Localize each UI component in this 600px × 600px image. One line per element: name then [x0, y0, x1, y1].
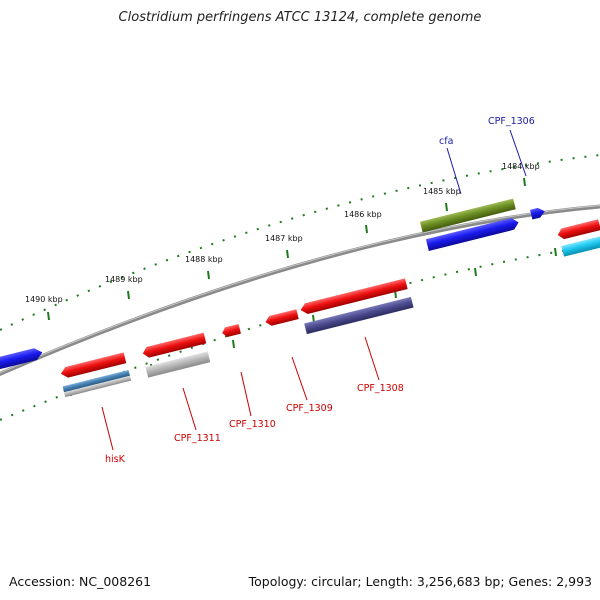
genome-summary-text: Topology: circular; Length: 3,256,683 bp… — [248, 574, 592, 589]
feature-cpf-1309[interactable] — [264, 309, 299, 327]
leader-hisk — [101, 406, 114, 451]
feature-right-cyan[interactable] — [561, 236, 600, 257]
inner-tick — [232, 339, 235, 349]
tick-1490 — [47, 311, 50, 321]
feature-right-red[interactable] — [556, 219, 600, 240]
scale-label-1485: 1485 kbp — [423, 187, 461, 196]
tick-1484 — [523, 177, 526, 187]
label-cpf-1311: CPF_1311 — [174, 433, 221, 444]
leader-cpf-1310 — [240, 371, 252, 417]
inner-tick — [554, 247, 557, 257]
leader-cpf-1308 — [364, 336, 380, 381]
outer-major-ticks — [47, 177, 526, 321]
scale-label-1488: 1488 kbp — [185, 255, 223, 264]
tick-1487 — [286, 249, 289, 259]
tick-1489 — [127, 290, 130, 300]
leader-cpf-1311 — [182, 387, 197, 431]
feature-cpf-1306-track[interactable] — [425, 217, 520, 251]
scale-label-1490: 1490 kbp — [25, 295, 63, 304]
leader-cpf-1306 — [509, 129, 527, 177]
label-hisk: hisK — [105, 454, 126, 465]
scale-label-1489: 1489 kbp — [105, 275, 143, 284]
inner-tick — [474, 267, 477, 277]
label-cpf-1308: CPF_1308 — [357, 383, 404, 394]
feature-cpf-1310[interactable] — [221, 323, 241, 338]
feature-cpf-1308[interactable] — [299, 278, 408, 315]
scale-label-1487: 1487 kbp — [265, 234, 303, 243]
scale-label-1484: 1484 kbp — [502, 162, 540, 171]
leader-cfa — [446, 147, 462, 195]
label-cpf-1306: CPF_1306 — [488, 116, 535, 127]
map-title: Clostridium perfringens ATCC 13124, comp… — [118, 10, 482, 25]
label-cfa: cfa — [439, 136, 453, 147]
feature-hisk[interactable] — [60, 352, 127, 379]
label-leaders-blue — [446, 129, 527, 195]
label-leaders-red — [101, 336, 380, 451]
feature-cpf-1308-track[interactable] — [304, 296, 414, 335]
inner-scale-ring — [0, 244, 600, 421]
feature-cfa[interactable] — [419, 198, 516, 233]
label-cpf-1309: CPF_1309 — [286, 403, 333, 414]
accession-text: Accession: NC_008261 — [9, 574, 152, 589]
feature-hisk-track[interactable] — [62, 369, 132, 398]
tick-1485 — [445, 202, 448, 212]
tick-1488 — [207, 270, 210, 280]
label-cpf-1310: CPF_1310 — [229, 419, 276, 430]
scale-label-1486: 1486 kbp — [344, 210, 382, 219]
feature-cpf-1311-track[interactable] — [145, 351, 211, 378]
feature-left-blue[interactable] — [0, 347, 44, 370]
feature-cpf-1311[interactable] — [142, 332, 207, 359]
feature-cpf-1306[interactable] — [529, 206, 546, 220]
tick-1486 — [365, 224, 368, 234]
genome-backbone — [0, 204, 600, 377]
leader-cpf-1309 — [291, 356, 308, 401]
genome-backbone-highlight — [0, 204, 600, 374]
